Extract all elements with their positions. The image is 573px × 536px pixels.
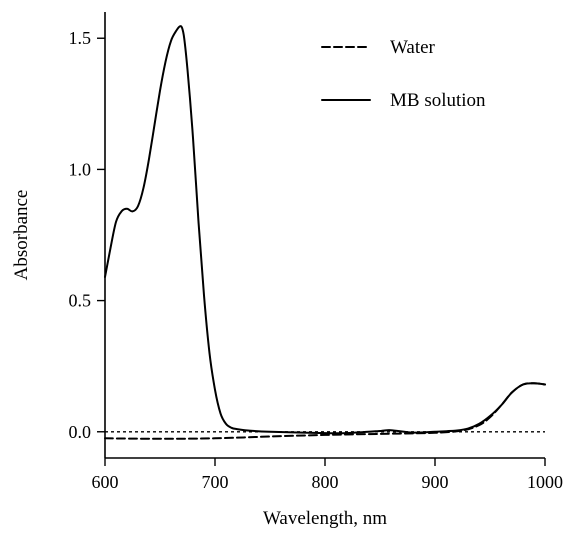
plot-frame	[104, 12, 545, 459]
legend-label: MB solution	[390, 90, 486, 111]
x-tick-label: 900	[422, 472, 449, 492]
y-tick-label: 0.5	[69, 291, 92, 311]
legend: Water MB solution	[321, 37, 486, 111]
y-tick-label: 1.5	[69, 28, 92, 48]
x-tick-label: 1000	[527, 472, 563, 492]
x-tick-label: 800	[312, 472, 339, 492]
series-layer	[104, 25, 546, 440]
legend-label: Water	[390, 37, 436, 58]
x-axis-ticks: 600 700 800 900 1000	[92, 458, 563, 492]
y-tick-label: 1.0	[69, 159, 92, 179]
x-tick-label: 700	[202, 472, 229, 492]
series-line-mb-solution	[104, 25, 546, 435]
y-axis-ticks: 0.0 0.5 1.0 1.5	[69, 28, 105, 442]
y-tick-label: 0.0	[69, 422, 92, 442]
x-tick-label: 600	[92, 472, 119, 492]
y-axis-title: Absorbance	[11, 190, 32, 281]
series-line-water	[104, 382, 546, 440]
x-axis-title: Wavelength, nm	[263, 508, 387, 529]
